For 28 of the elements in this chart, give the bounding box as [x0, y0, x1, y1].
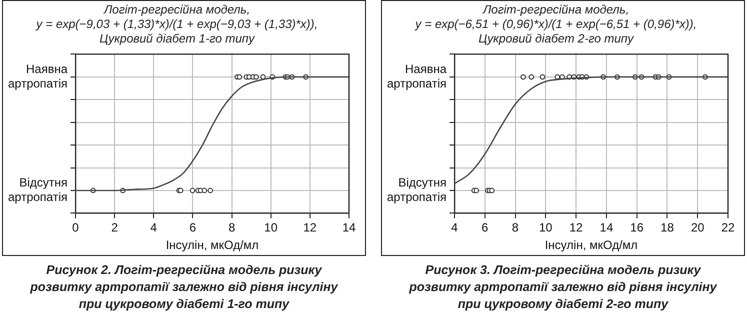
x-tick-label: 8 — [512, 220, 519, 235]
x-axis-title: Інсулін, мкОд/мл — [166, 238, 259, 252]
x-tick-label: 16 — [630, 220, 644, 235]
chart-title: Логіт-регресійна модель, y = exp(−9,03 + (1,33)*x)/(1 + exp(−9,03 + (1,33)*x)), Цукровий діабет 1-го типу — [35, 2, 318, 46]
x-tick-label: 12 — [303, 220, 317, 235]
text: Відсутня артропатія — [386, 176, 446, 204]
x-tick-label: 10 — [264, 220, 278, 235]
x-tick-label: 6 — [482, 220, 489, 235]
x-tick-label: 18 — [660, 220, 674, 235]
x-tick-label: 4 — [451, 220, 458, 235]
x-tick-label: 14 — [600, 220, 614, 235]
x-tick-label: 0 — [72, 220, 80, 235]
text: Рисунок 2. Логіт-регресійна модель ризику розвитку артропатії залежно від рівня інсуліну при цукровому діабеті 1-го типу — [29, 262, 339, 313]
x-tick-label: 10 — [538, 220, 553, 235]
x-tick-label: 2 — [111, 220, 118, 235]
x-tick-label: 6 — [189, 220, 196, 235]
x-tick-label: 4 — [150, 220, 158, 235]
text: Наявна артропатія — [386, 62, 447, 90]
x-tick-label: 12 — [569, 220, 584, 235]
x-axis-title: Інсулін, мкОд/мл — [544, 238, 638, 252]
text: Наявна артропатія — [8, 62, 68, 90]
chart-title: Логіт-регресійна модель, y = exp(−6,51 + (0,96)*x)/(1 + exp(−6,51 + (0,96)*x)), Цукровий діабет 2-го типу — [414, 2, 697, 46]
x-tick-label: 14 — [342, 220, 356, 235]
text: Рисунок 3. Логіт-регресійна модель ризику розвитку артропатії залежно від рівня інсуліну при цукровому діабеті 2-го типу — [408, 262, 718, 313]
text: Відсутня артропатія — [8, 176, 68, 204]
x-tick-label: 8 — [228, 220, 236, 235]
x-tick-label: 20 — [690, 220, 705, 235]
x-tick-label: 22 — [721, 220, 735, 235]
